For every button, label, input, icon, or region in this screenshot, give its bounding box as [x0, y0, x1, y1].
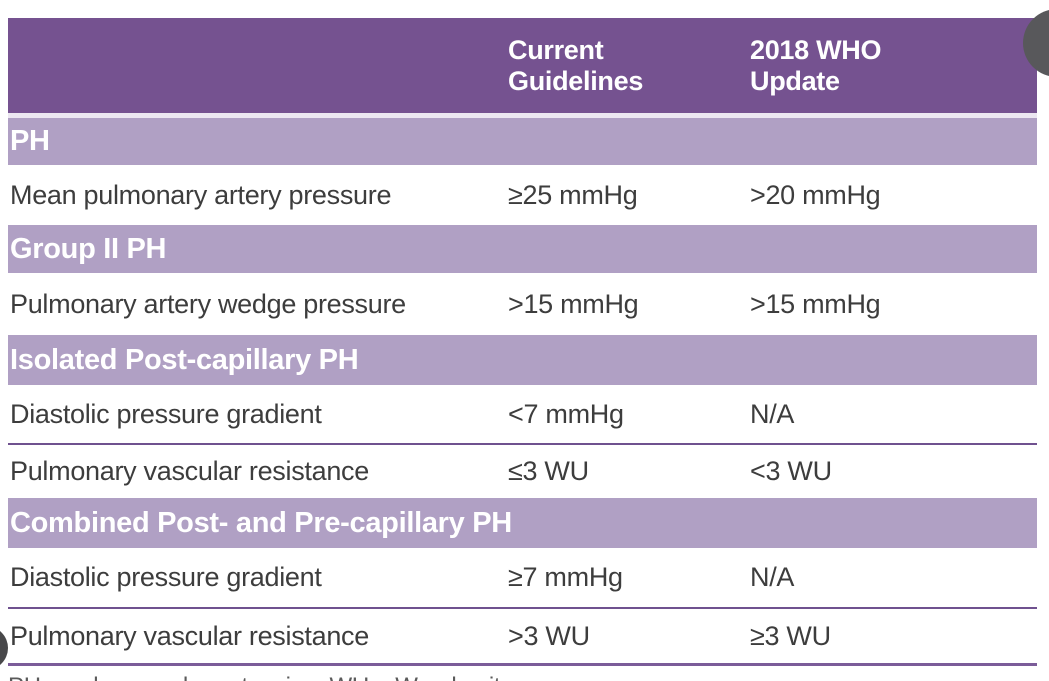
who-update-value: >15 mmHg: [750, 288, 881, 319]
current-guidelines-value: >15 mmHg: [508, 288, 639, 319]
table-row-dpg-combined: Diastolic pressure gradient ≥7 mmHg N/A: [8, 548, 1037, 607]
section-header-isolated-postcapillary: Isolated Post-capillary PH: [8, 335, 1037, 385]
table-bottom-border: [8, 663, 1037, 666]
dark-circle-decoration-bottom-left: [0, 626, 8, 670]
current-guidelines-value: >3 WU: [508, 620, 590, 651]
row-divider: [8, 607, 1037, 609]
who-update-value: N/A: [750, 398, 795, 429]
header-current-guidelines: Current Guidelines: [508, 34, 644, 96]
section-header-ph: PH: [8, 118, 1037, 165]
row-label: Diastolic pressure gradient: [10, 562, 322, 592]
table-row-pvr-combined: Pulmonary vascular resistance >3 WU ≥3 W…: [8, 609, 1037, 663]
header-divider-gap: [8, 113, 1037, 118]
table-row-pawp: Pulmonary artery wedge pressure >15 mmHg…: [8, 273, 1037, 335]
row-label: Pulmonary vascular resistance: [10, 456, 369, 486]
table-footnote: PH = pulmonary hypertension; WU = Wood u…: [8, 673, 512, 681]
who-update-value: N/A: [750, 562, 795, 592]
row-label: Pulmonary artery wedge pressure: [10, 288, 406, 319]
who-update-value: ≥3 WU: [750, 620, 831, 651]
current-guidelines-value: <7 mmHg: [508, 398, 624, 429]
who-update-value: >20 mmHg: [750, 179, 881, 210]
section-header-combined-post-pre-capillary: Combined Post- and Pre-capillary PH: [8, 498, 1037, 548]
current-guidelines-value: ≥7 mmHg: [508, 562, 623, 592]
who-update-value: <3 WU: [750, 456, 832, 486]
table-row-pvr-isolated: Pulmonary vascular resistance ≤3 WU <3 W…: [8, 445, 1037, 498]
row-label: Diastolic pressure gradient: [10, 398, 322, 429]
ph-guidelines-comparison-table: Current Guidelines 2018 WHO Update PH Me…: [8, 18, 1037, 666]
table-row-dpg-isolated: Diastolic pressure gradient <7 mmHg N/A: [8, 385, 1037, 443]
row-divider: [8, 443, 1037, 445]
row-label: Mean pulmonary artery pressure: [10, 179, 392, 210]
current-guidelines-value: ≥25 mmHg: [508, 179, 638, 210]
row-label: Pulmonary vascular resistance: [10, 620, 369, 651]
table-row-mean-pap: Mean pulmonary artery pressure ≥25 mmHg …: [8, 165, 1037, 225]
table-header-row: Current Guidelines 2018 WHO Update: [8, 18, 1037, 113]
header-2018-who-update: 2018 WHO Update: [750, 34, 882, 96]
section-header-group2-ph: Group II PH: [8, 225, 1037, 273]
current-guidelines-value: ≤3 WU: [508, 456, 589, 486]
